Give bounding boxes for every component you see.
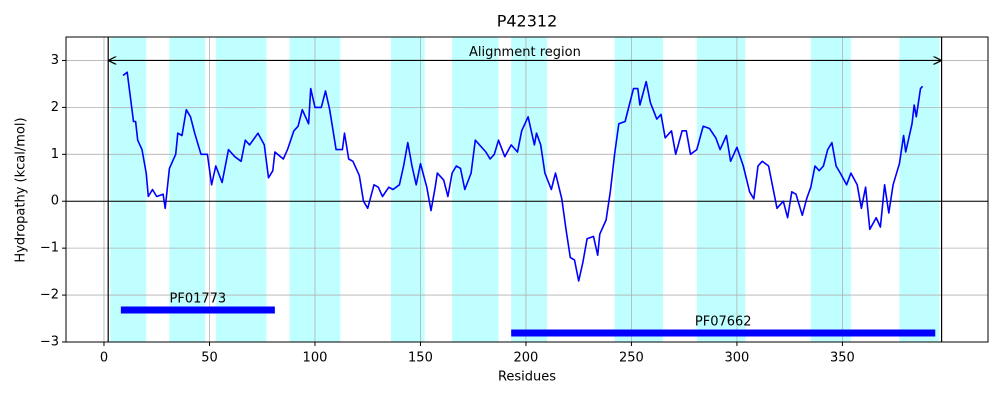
y-tick-label: 1 (51, 147, 59, 162)
plot-frame (65, 36, 989, 343)
domain-label: PF01773 (170, 292, 227, 307)
span (215, 37, 267, 342)
chart-title: P42312 (497, 12, 558, 31)
span (511, 37, 548, 342)
x-tick-label: 250 (619, 351, 644, 366)
x-tick-label: 300 (725, 351, 750, 366)
x-tick-label: 200 (514, 351, 539, 366)
span (110, 37, 147, 342)
x-tick-label: 50 (201, 351, 218, 366)
y-axis-label: Hydropathy (kcal/mol) (14, 117, 29, 262)
domain-bar (511, 329, 936, 337)
x-tick-label: 150 (408, 351, 433, 366)
y-tick-label: 0 (51, 194, 59, 209)
span (169, 37, 206, 342)
y-tick-label: −1 (40, 241, 59, 256)
y-tick-label: 3 (51, 53, 59, 68)
alignment-label: Alignment region (469, 45, 581, 60)
x-tick-label: 100 (303, 351, 328, 366)
y-tick-label: −3 (40, 335, 59, 350)
domain-label: PF07662 (695, 315, 752, 330)
span (452, 37, 499, 342)
y-tick-label: 2 (51, 100, 59, 115)
span (390, 37, 425, 342)
domain-bar (120, 306, 275, 314)
span (810, 37, 851, 342)
x-axis-label: Residues (498, 370, 556, 385)
span (696, 37, 746, 342)
span (899, 37, 940, 342)
hydropathy-line (122, 71, 924, 282)
x-tick-label: 350 (830, 351, 855, 366)
x-tick-label: 0 (100, 351, 108, 366)
y-tick-label: −2 (40, 288, 59, 303)
span (614, 37, 664, 342)
